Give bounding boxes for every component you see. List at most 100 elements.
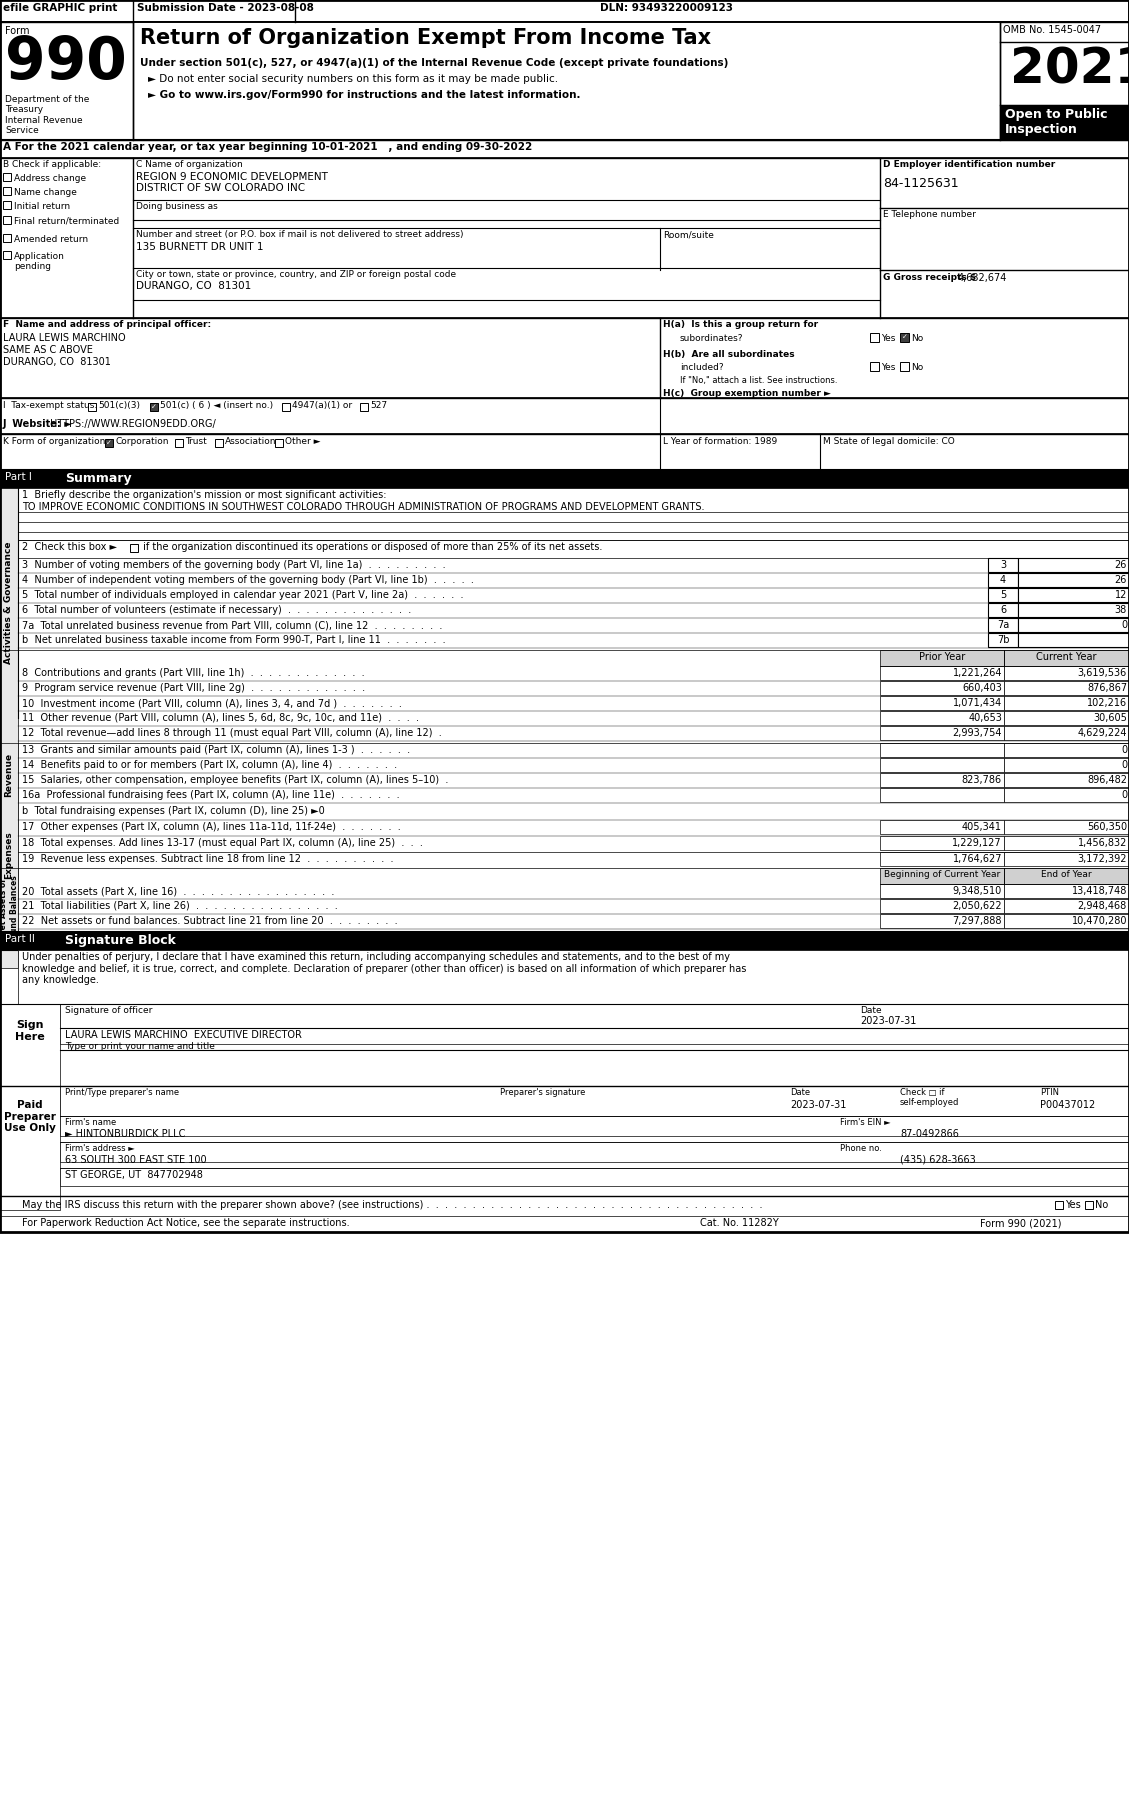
Text: 12  Total revenue—add lines 8 through 11 (must equal Part VIII, column (A), line: 12 Total revenue—add lines 8 through 11 … xyxy=(21,727,441,738)
Bar xyxy=(0,434,1129,470)
Text: 9  Program service revenue (Part VIII, line 2g)  .  .  .  .  .  .  .  .  .  .  .: 9 Program service revenue (Part VIII, li… xyxy=(21,684,365,693)
Bar xyxy=(1004,773,1129,787)
Text: ► HINTONBURDICK PLLC: ► HINTONBURDICK PLLC xyxy=(65,1128,185,1139)
Text: Under penalties of perjury, I declare that I have examined this return, includin: Under penalties of perjury, I declare th… xyxy=(21,952,746,985)
Bar xyxy=(0,470,1129,488)
Bar xyxy=(879,883,1004,898)
Text: 2,050,622: 2,050,622 xyxy=(953,902,1003,911)
Text: Yes: Yes xyxy=(881,363,895,372)
Text: 660,403: 660,403 xyxy=(962,684,1003,693)
Bar xyxy=(18,951,1129,1003)
Text: 5: 5 xyxy=(1000,590,1006,600)
Text: Phone no.: Phone no. xyxy=(840,1145,882,1154)
Text: Application
pending: Application pending xyxy=(14,252,64,272)
Text: Yes: Yes xyxy=(881,334,895,343)
Bar xyxy=(0,158,1129,317)
Bar xyxy=(1004,726,1129,740)
Text: 9,348,510: 9,348,510 xyxy=(953,885,1003,896)
Text: ✓: ✓ xyxy=(902,334,908,341)
Bar xyxy=(1004,853,1129,865)
Text: Under section 501(c), 527, or 4947(a)(1) of the Internal Revenue Code (except pr: Under section 501(c), 527, or 4947(a)(1)… xyxy=(140,58,728,67)
Text: 2,993,754: 2,993,754 xyxy=(953,727,1003,738)
Text: D Employer identification number: D Employer identification number xyxy=(883,160,1056,169)
Bar xyxy=(1004,883,1129,898)
Text: 501(c)(3): 501(c)(3) xyxy=(98,401,140,410)
Bar xyxy=(879,726,1004,740)
Text: OMB No. 1545-0047: OMB No. 1545-0047 xyxy=(1003,25,1101,34)
Text: subordinates?: subordinates? xyxy=(680,334,744,343)
Text: E Telephone number: E Telephone number xyxy=(883,210,975,219)
Bar xyxy=(0,0,1129,1232)
Text: Cat. No. 11282Y: Cat. No. 11282Y xyxy=(700,1217,779,1228)
Text: 3  Number of voting members of the governing body (Part VI, line 1a)  .  .  .  .: 3 Number of voting members of the govern… xyxy=(21,561,446,570)
Text: 19  Revenue less expenses. Subtract line 18 from line 12  .  .  .  .  .  .  .  .: 19 Revenue less expenses. Subtract line … xyxy=(21,854,394,863)
Bar xyxy=(1004,649,1129,666)
Text: ► Go to www.irs.gov/Form990 for instructions and the latest information.: ► Go to www.irs.gov/Form990 for instruct… xyxy=(148,91,580,100)
Text: DLN: 93493220009123: DLN: 93493220009123 xyxy=(599,4,733,13)
Text: DURANGO, CO  81301: DURANGO, CO 81301 xyxy=(135,281,252,290)
Bar xyxy=(282,403,290,412)
Bar xyxy=(0,397,1129,434)
Bar xyxy=(3,187,11,194)
Text: 2023-07-31: 2023-07-31 xyxy=(860,1016,917,1027)
Bar xyxy=(0,869,18,945)
Text: Department of the
Treasury
Internal Revenue
Service: Department of the Treasury Internal Reve… xyxy=(5,94,89,136)
Bar xyxy=(215,439,224,446)
Bar xyxy=(1018,633,1129,648)
Bar xyxy=(1054,1201,1064,1208)
Text: 4947(a)(1) or: 4947(a)(1) or xyxy=(292,401,352,410)
Text: Revenue: Revenue xyxy=(5,753,14,796)
Text: 501(c) ( 6 ) ◄ (insert no.): 501(c) ( 6 ) ◄ (insert no.) xyxy=(160,401,273,410)
Bar xyxy=(1004,697,1129,709)
Bar xyxy=(988,588,1018,602)
Text: Net Assets or
Fund Balances: Net Assets or Fund Balances xyxy=(0,876,19,938)
Text: If "No," attach a list. See instructions.: If "No," attach a list. See instructions… xyxy=(680,375,838,385)
Text: I  Tax-exempt status:: I Tax-exempt status: xyxy=(3,401,97,410)
Bar xyxy=(1004,914,1129,929)
Text: 4,629,224: 4,629,224 xyxy=(1077,727,1127,738)
Bar xyxy=(879,697,1004,709)
Text: Other ►: Other ► xyxy=(285,437,321,446)
Bar xyxy=(0,1087,60,1210)
Bar xyxy=(18,488,1129,541)
Text: 3: 3 xyxy=(1000,561,1006,570)
Bar xyxy=(879,649,1004,666)
Bar xyxy=(1085,1201,1093,1208)
Bar xyxy=(60,1143,1129,1163)
Text: 13  Grants and similar amounts paid (Part IX, column (A), lines 1-3 )  .  .  .  : 13 Grants and similar amounts paid (Part… xyxy=(21,746,410,755)
Text: 2,948,468: 2,948,468 xyxy=(1078,902,1127,911)
Text: 876,867: 876,867 xyxy=(1087,684,1127,693)
Text: 0: 0 xyxy=(1121,791,1127,800)
Text: 0: 0 xyxy=(1121,760,1127,769)
Text: Part I: Part I xyxy=(5,472,32,483)
Text: HTTPS://WWW.REGION9EDD.ORG/: HTTPS://WWW.REGION9EDD.ORG/ xyxy=(50,419,216,428)
Bar xyxy=(1004,820,1129,834)
Text: 102,216: 102,216 xyxy=(1087,698,1127,707)
Text: Association: Association xyxy=(225,437,277,446)
Bar xyxy=(879,773,1004,787)
Text: B Check if applicable:: B Check if applicable: xyxy=(3,160,102,169)
Text: PTIN: PTIN xyxy=(1040,1088,1059,1097)
Text: G Gross receipts $: G Gross receipts $ xyxy=(883,272,977,281)
Bar xyxy=(1004,666,1129,680)
Text: Amended return: Amended return xyxy=(14,236,88,245)
Bar xyxy=(879,711,1004,726)
Bar xyxy=(1004,869,1129,883)
Text: Current Year: Current Year xyxy=(1035,651,1096,662)
Text: Initial return: Initial return xyxy=(14,201,70,210)
Text: M State of legal domicile: CO: M State of legal domicile: CO xyxy=(823,437,955,446)
Text: K Form of organization:: K Form of organization: xyxy=(3,437,108,446)
Text: No: No xyxy=(911,363,924,372)
Text: 2  Check this box ►: 2 Check this box ► xyxy=(21,542,117,551)
Text: 527: 527 xyxy=(370,401,387,410)
Text: 823,786: 823,786 xyxy=(962,775,1003,785)
Text: Check □ if
self-employed: Check □ if self-employed xyxy=(900,1088,960,1107)
Text: 87-0492866: 87-0492866 xyxy=(900,1128,959,1139)
Bar xyxy=(0,140,1129,158)
Bar xyxy=(1018,559,1129,571)
Bar xyxy=(1000,22,1129,140)
Bar xyxy=(3,216,11,223)
Text: Room/suite: Room/suite xyxy=(663,230,714,239)
Bar xyxy=(1004,744,1129,756)
Text: 12: 12 xyxy=(1114,590,1127,600)
